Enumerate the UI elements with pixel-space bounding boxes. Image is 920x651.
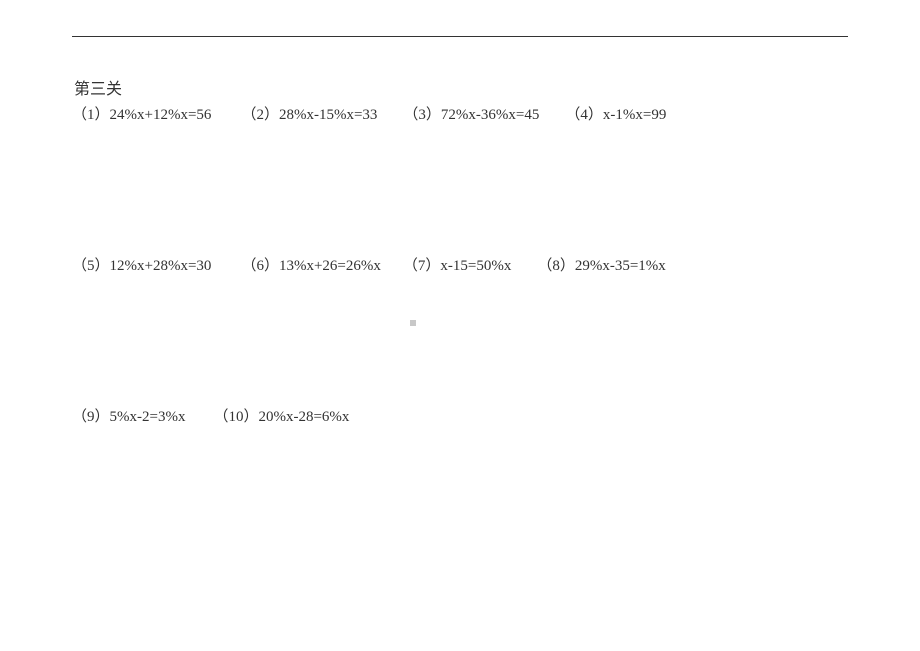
problem-expression: 28%x-15%x=33 <box>279 107 377 123</box>
problem-5: （5）12%x+28%x=30 <box>72 254 211 275</box>
problem-number: （8） <box>537 258 575 274</box>
problem-number: （7） <box>403 258 441 274</box>
problem-number: （2） <box>241 107 279 123</box>
problem-number: （4） <box>565 107 603 123</box>
problem-expression: x-1%x=99 <box>603 107 666 123</box>
problem-3: （3）72%x-36%x=45 <box>403 103 539 124</box>
problem-expression: 29%x-35=1%x <box>575 258 666 274</box>
problem-expression: x-15=50%x <box>440 258 511 274</box>
problem-2: （2）28%x-15%x=33 <box>241 103 377 124</box>
problem-row-1: （1）24%x+12%x=56 （2）28%x-15%x=33 （3）72%x-… <box>72 103 848 124</box>
page-container: 第三关 （1）24%x+12%x=56 （2）28%x-15%x=33 （3）7… <box>0 0 920 426</box>
problem-7: （7）x-15=50%x <box>403 254 511 275</box>
problem-number: （3） <box>403 107 441 123</box>
problem-row-2: （5）12%x+28%x=30 （6）13%x+26=26%x （7）x-15=… <box>72 254 848 275</box>
problem-number: （10） <box>213 409 258 425</box>
watermark-dot-icon <box>410 320 416 326</box>
section-title: 第三关 <box>72 75 848 99</box>
problem-number: （9） <box>72 409 110 425</box>
problem-row-3: （9）5%x-2=3%x （10）20%x-28=6%x <box>72 405 848 426</box>
problem-expression: 20%x-28=6%x <box>258 409 349 425</box>
problem-6: （6）13%x+26=26%x <box>241 254 380 275</box>
problem-4: （4）x-1%x=99 <box>565 103 666 124</box>
problem-10: （10）20%x-28=6%x <box>213 405 349 426</box>
problem-1: （1）24%x+12%x=56 <box>72 103 211 124</box>
problem-8: （8）29%x-35=1%x <box>537 254 665 275</box>
problem-number: （1） <box>72 107 110 123</box>
top-divider <box>72 36 848 37</box>
problem-expression: 13%x+26=26%x <box>279 258 381 274</box>
problem-expression: 72%x-36%x=45 <box>441 107 539 123</box>
problem-number: （5） <box>72 258 110 274</box>
problem-number: （6） <box>241 258 279 274</box>
problem-expression: 24%x+12%x=56 <box>110 107 212 123</box>
problem-expression: 5%x-2=3%x <box>110 409 186 425</box>
problem-expression: 12%x+28%x=30 <box>110 258 212 274</box>
problem-9: （9）5%x-2=3%x <box>72 405 185 426</box>
